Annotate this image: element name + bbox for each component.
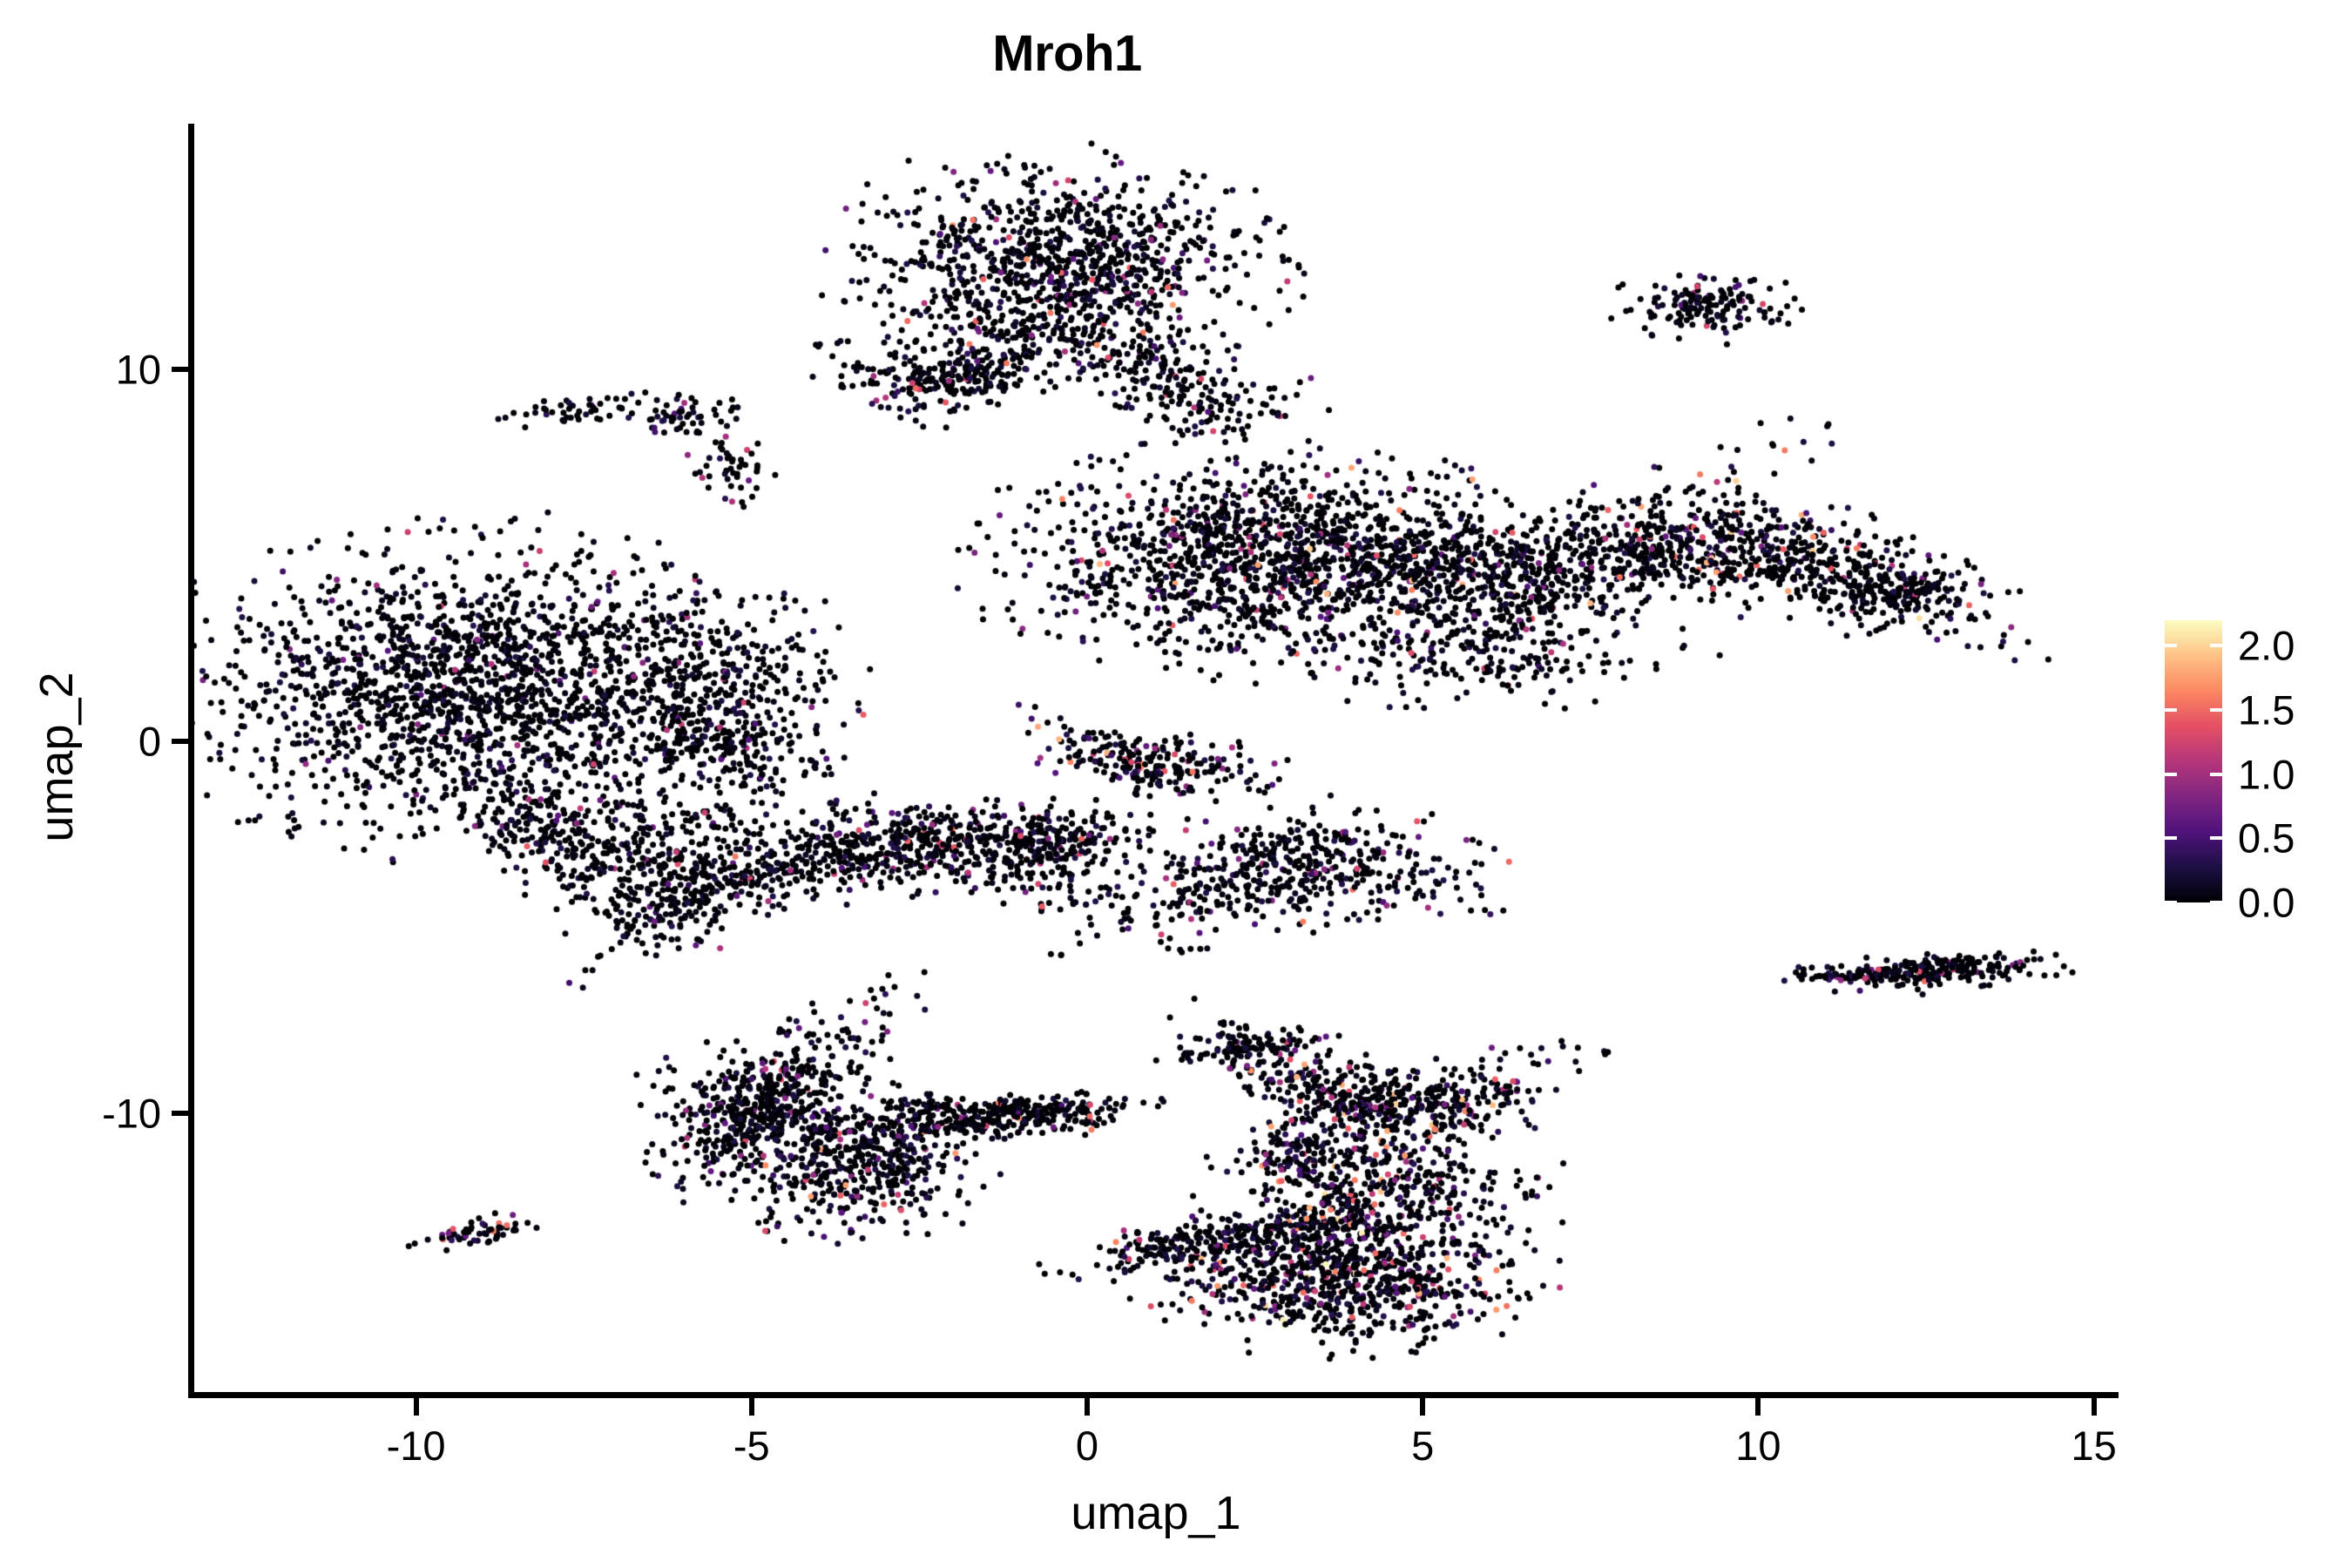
x-tick-mark (1085, 1398, 1090, 1416)
colorbar-tick-mark (2210, 901, 2222, 904)
colorbar-legend: 0.0 0.5 1.0 1.5 2.0 (2165, 620, 2330, 926)
x-axis-title: umap_1 (1071, 1487, 1241, 1539)
colorbar-gradient (2165, 620, 2222, 902)
x-tick-label: -10 (386, 1423, 446, 1469)
colorbar-tick-mark (2210, 708, 2222, 713)
colorbar-tick-mark (2165, 836, 2177, 841)
scatter-points-canvas (193, 124, 2119, 1395)
x-tick-label: 15 (2071, 1423, 2117, 1469)
x-tick-mark (413, 1398, 419, 1416)
colorbar-tick-label: 0.0 (2238, 879, 2295, 926)
y-tick-label: 0 (138, 718, 161, 765)
x-tick-label: 10 (1735, 1423, 1781, 1469)
y-axis-line (188, 124, 194, 1398)
x-tick-mark (1420, 1398, 1426, 1416)
x-tick-mark (2091, 1398, 2097, 1416)
colorbar-tick-mark (2165, 901, 2177, 904)
colorbar-tick-mark (2165, 772, 2177, 776)
y-tick-mark (172, 367, 189, 372)
x-tick-label: 0 (1075, 1423, 1099, 1469)
y-tick-mark (172, 1111, 189, 1116)
colorbar-tick-mark (2210, 772, 2222, 776)
colorbar-tick-label: 2.0 (2238, 622, 2295, 669)
y-tick-mark (172, 739, 189, 744)
colorbar-tick-mark (2210, 644, 2222, 648)
page-title: Mroh1 (992, 25, 1142, 82)
x-tick-mark (1755, 1398, 1761, 1416)
colorbar-tick-mark (2210, 836, 2222, 841)
y-tick-label: -10 (102, 1090, 161, 1137)
y-tick-label: 10 (115, 346, 161, 393)
colorbar-tick-label: 1.5 (2238, 686, 2295, 733)
y-axis-title: umap_2 (30, 672, 83, 842)
x-axis-line (188, 1392, 2119, 1398)
colorbar-tick-label: 0.5 (2238, 814, 2295, 862)
plot-panel (193, 124, 2119, 1395)
colorbar-tick-label: 1.0 (2238, 751, 2295, 798)
colorbar-tick-mark (2165, 644, 2177, 648)
x-tick-label: -5 (733, 1423, 770, 1469)
colorbar-tick-mark (2165, 708, 2177, 713)
x-tick-mark (748, 1398, 754, 1416)
x-tick-label: 5 (1411, 1423, 1435, 1469)
